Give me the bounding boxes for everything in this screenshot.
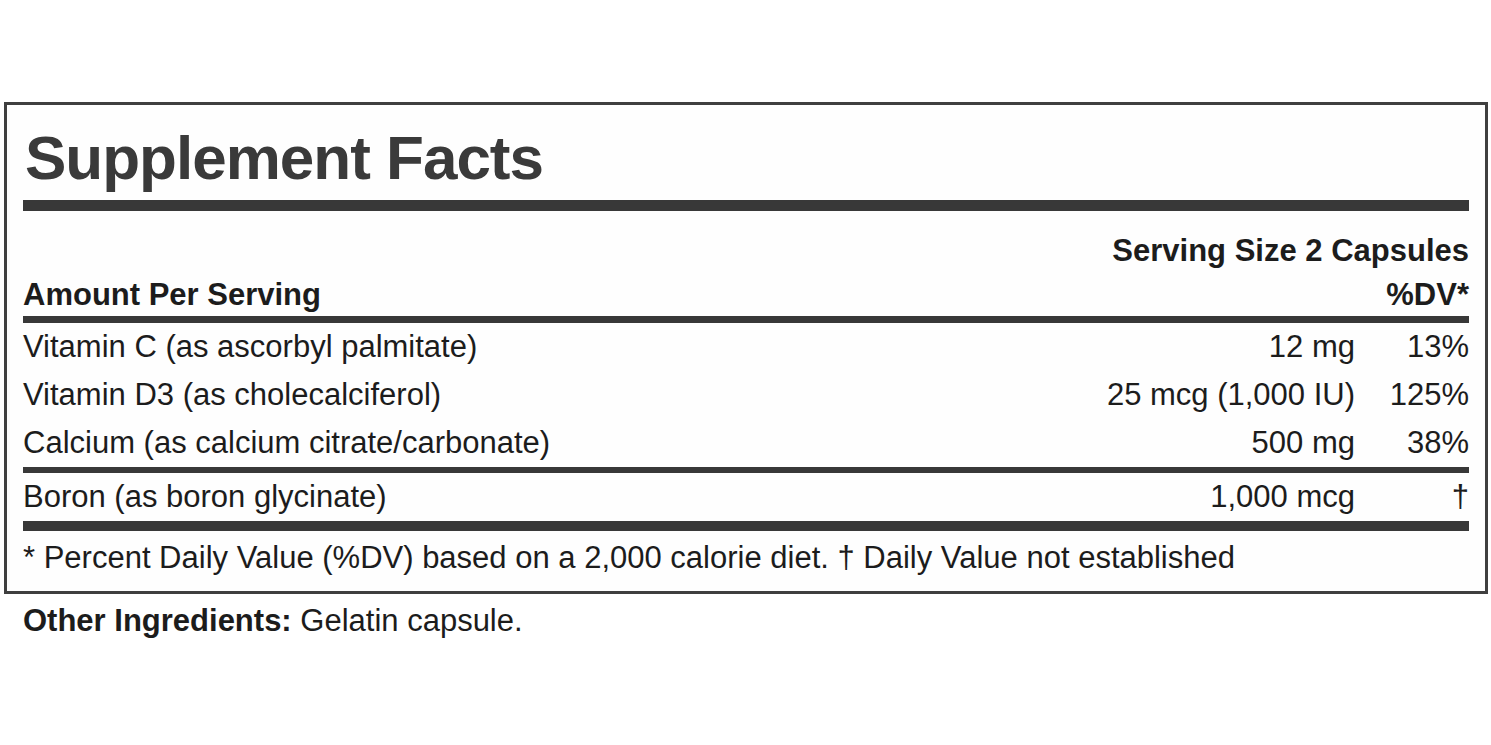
supplement-facts-panel: Supplement Facts Serving Size 2 Capsules… — [4, 102, 1488, 594]
table-row: Boron (as boron glycinate) 1,000 mcg † — [23, 473, 1469, 521]
nutrient-rows: Vitamin C (as ascorbyl palmitate) 12 mg … — [23, 323, 1469, 521]
table-row: Vitamin D3 (as cholecalciferol) 25 mcg (… — [23, 371, 1469, 419]
nutrient-dv: 125% — [1369, 371, 1469, 419]
daily-value-footnote: * Percent Daily Value (%DV) based on a 2… — [23, 539, 1469, 576]
table-row: Vitamin C (as ascorbyl palmitate) 12 mg … — [23, 323, 1469, 371]
serving-size-text: Serving Size 2 Capsules — [23, 235, 1469, 266]
page: Supplement Facts Serving Size 2 Capsules… — [0, 0, 1491, 745]
nutrient-amount: 25 mcg (1,000 IU) — [1107, 371, 1355, 419]
nutrient-dv-dagger: † — [1369, 473, 1469, 521]
table-row: Calcium (as calcium citrate/carbonate) 5… — [23, 419, 1469, 467]
table-header-row: Amount Per Serving %DV* — [23, 279, 1469, 323]
amount-per-serving-header: Amount Per Serving — [23, 279, 321, 310]
footnote-divider-bar — [23, 521, 1469, 531]
other-ingredients-value: Gelatin capsule. — [292, 603, 523, 638]
nutrient-amount: 1,000 mcg — [1210, 473, 1355, 521]
other-ingredients-label: Other Ingredients: — [23, 603, 292, 638]
nutrient-name: Boron (as boron glycinate) — [23, 473, 1210, 521]
nutrient-name: Vitamin D3 (as cholecalciferol) — [23, 371, 1107, 419]
nutrient-amount: 500 mg — [1252, 419, 1355, 467]
supplement-facts-title: Supplement Facts — [25, 125, 1469, 190]
other-ingredients-line: Other Ingredients: Gelatin capsule. — [23, 604, 523, 638]
nutrient-name: Vitamin C (as ascorbyl palmitate) — [23, 323, 1269, 371]
nutrient-dv: 13% — [1369, 323, 1469, 371]
nutrient-amount: 12 mg — [1269, 323, 1355, 371]
nutrient-dv: 38% — [1369, 419, 1469, 467]
nutrient-name: Calcium (as calcium citrate/carbonate) — [23, 419, 1252, 467]
percent-dv-header: %DV* — [1386, 279, 1469, 310]
title-divider-bar — [23, 200, 1469, 211]
